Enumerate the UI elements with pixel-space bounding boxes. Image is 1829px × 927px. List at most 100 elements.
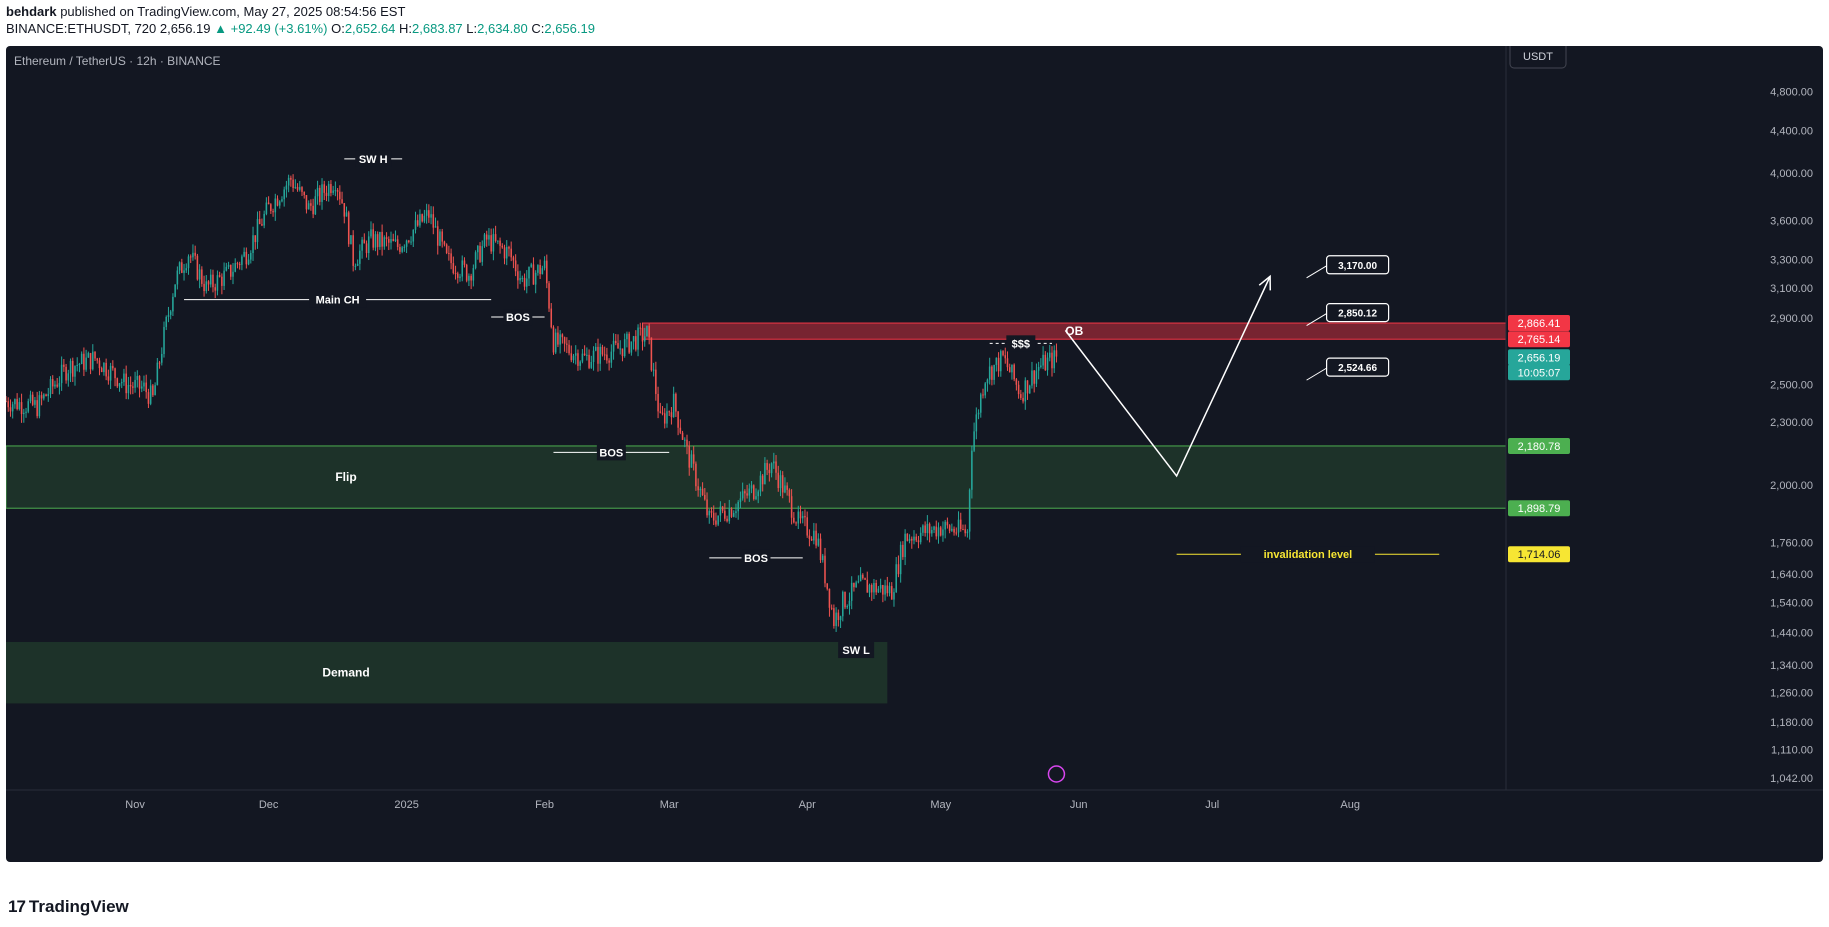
candle-body xyxy=(18,402,21,410)
candle-body xyxy=(307,203,310,210)
candle-body xyxy=(305,195,308,210)
price-label-bg xyxy=(1508,331,1570,348)
candle-body xyxy=(815,530,817,546)
candle-body xyxy=(290,177,292,180)
candle-body xyxy=(185,268,188,271)
callout-label: 2,850.12 xyxy=(1338,309,1377,320)
candle-body xyxy=(886,585,889,594)
candle-body xyxy=(603,354,606,356)
candle-body xyxy=(1053,350,1055,369)
candle-body xyxy=(993,364,995,380)
candle-body xyxy=(152,385,154,396)
candle-body xyxy=(461,260,464,277)
candle-body xyxy=(107,376,110,381)
callout-pointer xyxy=(1306,265,1327,279)
symbol-info: BINANCE:ETHUSDT, 720 2,656.19 ▲ +92.49 (… xyxy=(6,21,595,36)
candle-body xyxy=(853,582,855,588)
candle-body xyxy=(906,533,909,541)
candle-body xyxy=(586,354,588,356)
candle-body xyxy=(766,463,768,470)
candle-body xyxy=(706,499,708,516)
price-chart[interactable]: Ethereum / TetherUS · 12h · BINANCE OB Fli… xyxy=(6,46,1823,862)
candle-body xyxy=(174,284,176,297)
candle-body xyxy=(1046,357,1049,371)
candle-body xyxy=(218,275,221,277)
candle-body xyxy=(779,475,782,489)
candle-body xyxy=(964,529,966,534)
candle-body xyxy=(332,190,334,193)
candle-body xyxy=(330,184,332,193)
candle-body xyxy=(984,383,987,396)
annotation-label: BOS xyxy=(744,553,768,565)
candle-body xyxy=(641,327,644,342)
candle-body xyxy=(143,382,145,387)
candle-body xyxy=(728,508,731,522)
candle-body xyxy=(684,439,686,441)
y-tick-label: 2,500.00 xyxy=(1770,380,1813,392)
candle-body xyxy=(31,394,34,405)
candle-body xyxy=(926,523,929,533)
candle-body xyxy=(917,540,920,543)
candle-body xyxy=(434,226,437,228)
candle-body xyxy=(911,538,913,541)
price-label: 2,866.41 xyxy=(1518,318,1561,330)
candle-body xyxy=(334,190,337,192)
candle-body xyxy=(1006,358,1009,368)
candle-body xyxy=(363,239,366,244)
annotation-bg xyxy=(503,309,533,326)
candle-body xyxy=(394,239,397,242)
candle-body xyxy=(23,412,25,415)
candle-body xyxy=(112,365,114,369)
candle-body xyxy=(136,375,139,380)
candle-body xyxy=(959,519,962,530)
candle-body xyxy=(1026,380,1029,394)
candle-body xyxy=(392,239,395,242)
candle-body xyxy=(43,394,45,399)
candle-body xyxy=(497,240,499,242)
candle-body xyxy=(750,485,753,489)
author-name[interactable]: behdark xyxy=(6,4,57,19)
price-change: ▲ +92.49 (+3.61%) xyxy=(214,21,328,36)
candle-body xyxy=(1008,367,1011,373)
candle-body xyxy=(806,517,808,536)
x-tick-label: Jun xyxy=(1070,799,1088,811)
candle-body xyxy=(138,375,141,389)
candle-body xyxy=(481,246,484,262)
candle-body xyxy=(428,210,430,218)
candle-body xyxy=(216,275,219,291)
candle-body xyxy=(708,510,711,516)
candle-body xyxy=(192,252,194,258)
candle-body xyxy=(579,361,581,366)
price-label-bg xyxy=(1508,437,1570,454)
candle-body xyxy=(132,386,134,388)
candle-body xyxy=(410,241,412,243)
candles xyxy=(6,174,1058,632)
candle-body xyxy=(276,198,279,206)
candle-body xyxy=(781,475,784,493)
candle-body xyxy=(312,205,314,215)
candle-body xyxy=(824,555,826,584)
candle-body xyxy=(76,365,78,367)
candle-body xyxy=(421,214,423,222)
tradingview-logo[interactable]: 17 TradingView xyxy=(8,897,129,917)
candle-body xyxy=(746,493,748,496)
chart-frame[interactable]: Ethereum / TetherUS · 12h · BINANCE OB Fli… xyxy=(6,46,1823,862)
candle-body xyxy=(741,491,744,499)
candle-body xyxy=(339,191,341,200)
candle-body xyxy=(568,344,570,354)
candle-body xyxy=(804,515,806,518)
candle-body xyxy=(241,256,243,265)
candle-body xyxy=(508,246,510,249)
candle-body xyxy=(759,475,762,492)
candle-body xyxy=(648,325,650,338)
candle-body xyxy=(207,281,210,285)
candle-body xyxy=(732,513,735,517)
candle-body xyxy=(163,326,165,354)
candle-body xyxy=(617,343,619,349)
candle-body xyxy=(267,202,270,205)
candle-body xyxy=(986,379,989,384)
candle-body xyxy=(697,486,699,491)
candle-body xyxy=(835,612,837,626)
candle-body xyxy=(748,488,751,496)
candle-body xyxy=(298,187,301,190)
